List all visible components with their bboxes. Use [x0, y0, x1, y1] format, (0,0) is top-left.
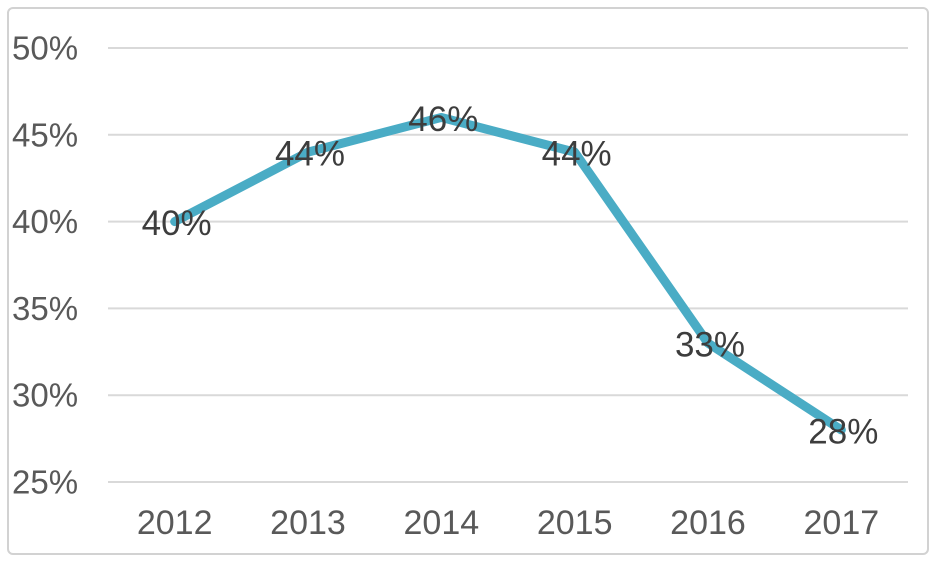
x-axis-tick-label: 2016 [670, 504, 746, 542]
data-point-label: 40% [142, 204, 212, 243]
x-axis-tick-label: 2012 [137, 504, 213, 542]
data-point-label: 28% [808, 412, 878, 451]
x-axis-tick-label: 2013 [270, 504, 346, 542]
data-point-label: 33% [675, 326, 745, 365]
y-axis-tick-label: 35% [12, 290, 78, 327]
series-line [170, 112, 846, 435]
data-point-label: 44% [542, 135, 612, 174]
x-axis-tick-label: 2014 [404, 504, 480, 542]
y-axis-tick-label: 40% [12, 203, 78, 240]
x-axis-tick-label: 2015 [537, 504, 613, 542]
data-point-label: 46% [408, 100, 478, 139]
y-axis-tick-label: 50% [12, 30, 78, 67]
chart-frame-border [7, 7, 929, 555]
x-axis-tick-label: 2017 [804, 504, 880, 542]
y-axis-tick-label: 45% [12, 116, 78, 153]
y-axis-tick-label: 30% [12, 377, 78, 414]
data-point-label: 44% [275, 135, 345, 174]
y-axis-tick-label: 25% [12, 464, 78, 501]
